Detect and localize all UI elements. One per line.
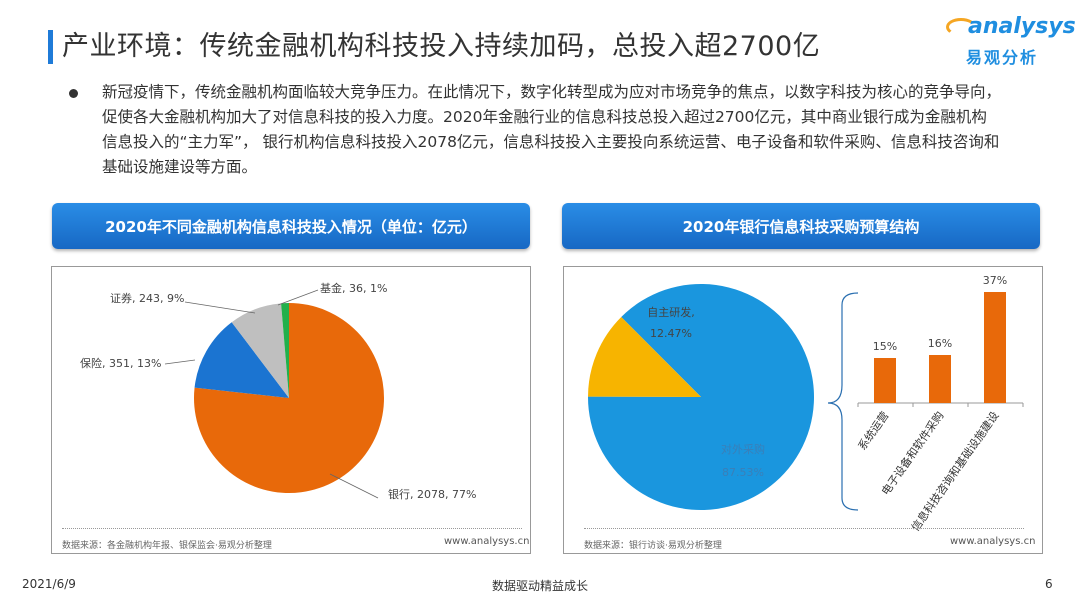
right-pie-slice-1 [588, 316, 701, 397]
bar-value-label-0: 15% [873, 340, 897, 353]
bracket-connector [827, 292, 859, 511]
right-divider [584, 528, 1024, 529]
logo-cn: 易观分析 [966, 48, 1039, 67]
bar-category-label-0: 系统运营 [855, 409, 892, 453]
left-pie-label-3: 基金, 36, 1% [320, 281, 387, 295]
bar-2 [984, 292, 1006, 403]
body-paragraph: 新冠疫情下，传统金融机构面临较大竞争压力。在此情况下，数字化转型成为应对市场竞争… [102, 83, 1002, 176]
bar-category-label-1: 电子设备和软件采购 [878, 409, 946, 498]
left-pie-leader-2 [184, 301, 256, 314]
left-chart-panel [51, 266, 531, 554]
analysys-logo: analysys 易观分析 [940, 14, 1076, 74]
footer-slogan: 数据驱动精益成长 [491, 579, 588, 593]
bar-0 [874, 358, 896, 403]
right-chart-panel [563, 266, 1043, 554]
right-url: www.analysys.cn [950, 536, 1036, 547]
logo-en: analysys [968, 14, 1076, 39]
left-pie-leader-1 [164, 359, 196, 365]
left-pie-label-0: 银行, 2078, 77% [388, 487, 476, 501]
left-url: www.analysys.cn [444, 536, 530, 547]
bar-1 [929, 355, 951, 403]
left-pie-leader-3 [277, 289, 319, 306]
logo-swoosh-icon [946, 18, 976, 36]
left-source: 数据来源：各金融机构年报、银保监会·易观分析整理 [62, 541, 272, 551]
right-chart-header: 2020年银行信息科技采购预算结构 [562, 203, 1040, 249]
left-divider [62, 528, 522, 529]
left-chart-header: 2020年不同金融机构信息科技投入情况（单位：亿元） [52, 203, 530, 249]
bullet-icon [69, 89, 78, 98]
right-source: 数据来源：银行访谈·易观分析整理 [584, 541, 722, 551]
title-accent-bar [48, 30, 53, 64]
left-pie-slice-1 [194, 322, 289, 398]
left-pie-slice-3 [281, 303, 289, 398]
right-pie-percent-1: 12.47% [650, 327, 692, 340]
page-number: 6 [1045, 577, 1053, 591]
left-pie-leader-0 [329, 473, 379, 499]
left-pie-label-1: 保险, 351, 13% [80, 356, 161, 370]
left-pie-slice-2 [231, 303, 289, 398]
right-pie-slice-0 [588, 283, 815, 510]
footer-date: 2021/6/9 [22, 577, 76, 591]
page-title: 产业环境：传统金融机构科技投入持续加码，总投入超2700亿 [62, 31, 821, 62]
left-pie-label-2: 证券, 243, 9% [110, 291, 184, 305]
right-pie-percent-0: 87.53% [722, 466, 764, 479]
left-pie-slice-0 [193, 303, 385, 494]
right-pie-label-1: 自主研发, [647, 305, 695, 319]
bar-value-label-1: 16% [928, 337, 952, 350]
bar-value-label-2: 37% [983, 274, 1007, 287]
right-pie-label-0: 对外采购 [721, 442, 765, 456]
